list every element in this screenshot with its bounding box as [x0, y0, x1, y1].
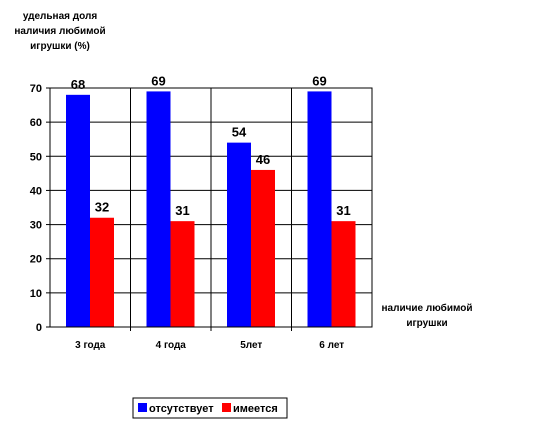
y-tick-label: 60: [30, 117, 42, 129]
x-category-label: 6 лет: [319, 340, 344, 351]
y-axis-label-line: наличия любимой: [14, 25, 105, 37]
bar-absent: [227, 142, 251, 327]
y-tick-label: 20: [30, 254, 42, 266]
data-label: 69: [151, 73, 165, 88]
x-category-label: 3 года: [75, 340, 106, 351]
y-tick-label: 30: [30, 220, 42, 232]
bar-present: [170, 221, 195, 327]
y-tick-label: 0: [36, 322, 42, 334]
x-axis-label-line: наличие любимой: [381, 302, 472, 314]
y-tick-label: 50: [30, 151, 42, 163]
legend-box: [132, 397, 288, 419]
bar-absent: [307, 91, 332, 328]
legend-swatch: [138, 403, 147, 412]
x-category-label: 5лет: [240, 340, 262, 351]
legend-label: имеется: [233, 403, 278, 415]
y-tick-label: 10: [30, 288, 42, 300]
data-label: 31: [336, 203, 350, 218]
data-label: 69: [312, 73, 326, 88]
x-axis-label-line: игрушки: [406, 318, 447, 329]
bar-absent: [66, 94, 90, 327]
plot-border: [49, 87, 373, 328]
data-label: 32: [95, 200, 109, 215]
legend-label: отсутствует: [149, 403, 214, 415]
legend: отсутствует имеется: [132, 397, 288, 419]
y-tick-label: 40: [30, 185, 42, 197]
x-axis-label: наличие любимой игрушки: [381, 302, 472, 329]
bar-present: [251, 169, 275, 327]
data-label: 54: [232, 125, 247, 140]
bar-present: [331, 221, 356, 327]
plot-area: 0 10 20 30 40 50 60 70 68 32 3 года 69 31 4 года 54 46 5…: [30, 73, 373, 351]
y-axis-label-line: удельная доля: [23, 11, 97, 22]
x-category-label: 4 года: [156, 340, 187, 351]
data-label: 68: [71, 77, 85, 92]
bar-absent: [146, 91, 171, 328]
data-label: 31: [175, 203, 189, 218]
y-axis-label: удельная доля наличия любимой игрушки (%): [14, 11, 105, 52]
legend-swatch: [222, 403, 231, 412]
bar-present: [90, 217, 114, 327]
y-tick-label: 70: [30, 83, 42, 95]
y-axis-label-line: игрушки (%): [30, 41, 90, 52]
data-label: 46: [256, 152, 270, 167]
